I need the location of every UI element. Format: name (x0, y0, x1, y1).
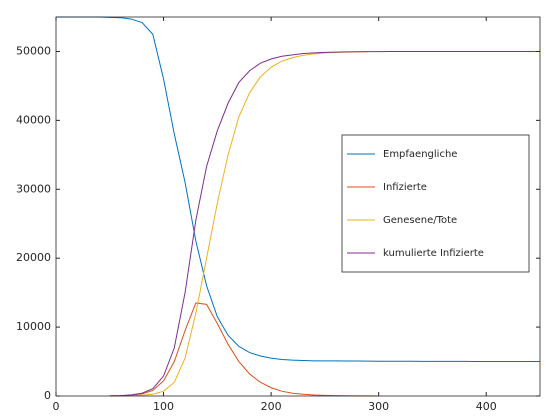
y-tick-label: 40000 (16, 113, 51, 126)
legend-label: kumulierte Infizierte (383, 248, 484, 259)
x-tick-label: 100 (153, 400, 174, 413)
x-tick-label: 0 (53, 400, 60, 413)
series-line (109, 50, 540, 397)
y-tick-label: 50000 (16, 44, 51, 57)
x-tick-label: 200 (261, 400, 282, 413)
legend-label: Infizierte (383, 182, 427, 193)
y-tick-label: 20000 (16, 251, 51, 264)
series-line (56, 16, 540, 363)
x-tick-label: 300 (368, 400, 389, 413)
series-line (109, 51, 368, 397)
legend-box (341, 134, 530, 273)
y-tick-label: 10000 (16, 320, 51, 333)
legend-label: Genesene/Tote (383, 215, 457, 226)
legend-label: Empfaengliche (383, 149, 457, 160)
x-tick-label: 400 (476, 400, 497, 413)
axes-box (55, 16, 541, 397)
y-tick-label: 0 (44, 389, 51, 402)
y-tick-label: 30000 (16, 182, 51, 195)
